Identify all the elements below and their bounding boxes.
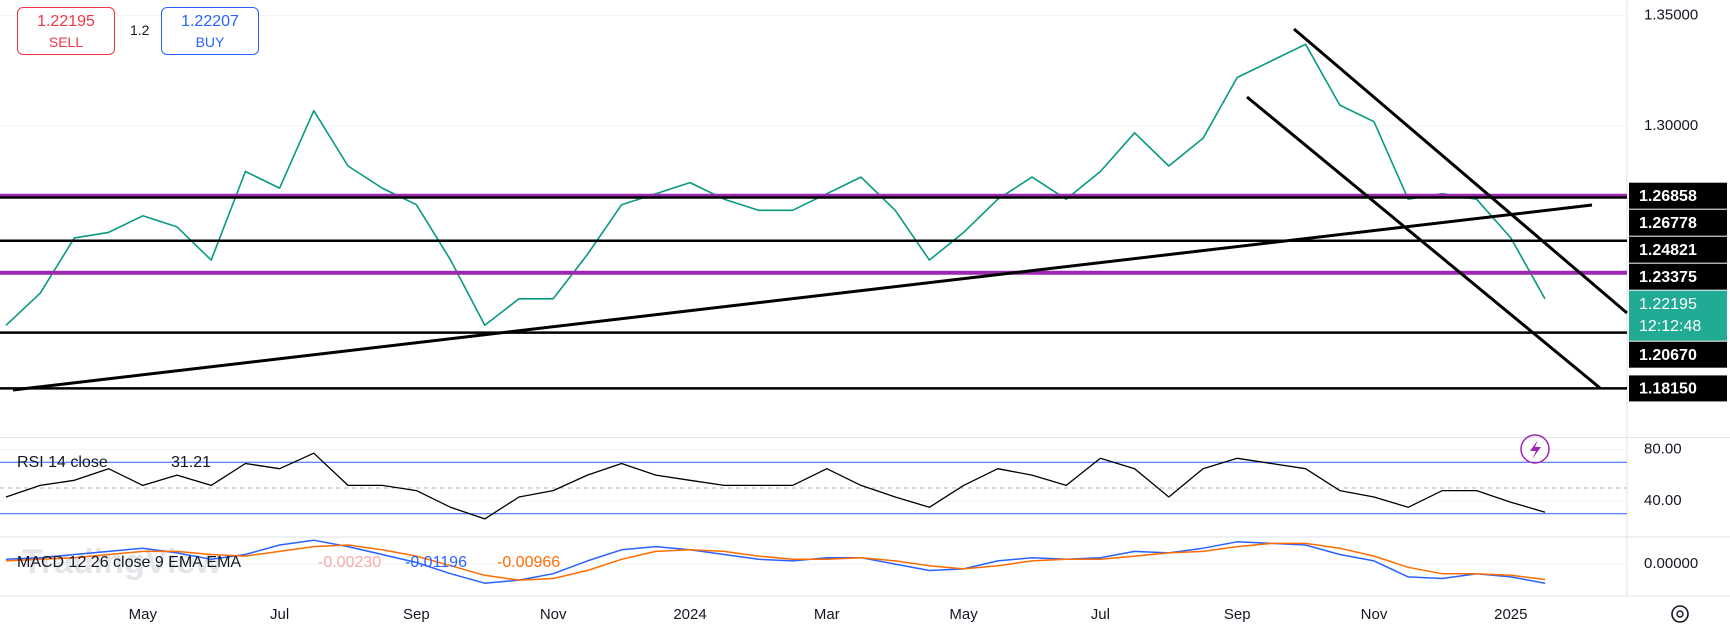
x-tick-label: May — [129, 606, 158, 623]
x-tick-label: Sep — [1224, 606, 1251, 623]
y-tick-label: 0.00000 — [1644, 555, 1698, 572]
y-tick-label: 40.00 — [1644, 492, 1682, 509]
x-tick-label: Jul — [270, 606, 289, 623]
macd-hist-value: -0.00230 — [318, 554, 381, 571]
y-tick-label: 1.35000 — [1644, 6, 1698, 23]
level-label: 1.26858 — [1639, 188, 1697, 205]
spread: 1.2 — [130, 22, 150, 38]
rsi-legend-title: RSI 14 close — [17, 454, 108, 471]
sell-label: SELL — [48, 34, 84, 50]
macd-line — [5, 542, 1546, 581]
y-tick-label: 1.30000 — [1644, 117, 1698, 134]
watermark: TradingView — [22, 543, 222, 581]
alert-icon-bolt — [1530, 440, 1541, 459]
x-tick-label: 2024 — [673, 606, 706, 623]
sell-price: 1.22195 — [37, 13, 95, 30]
level-label: 1.20670 — [1639, 347, 1697, 364]
countdown: 12:12:48 — [1639, 318, 1701, 335]
macd-legend-title: MACD 12 26 close 9 EMA EMA — [17, 554, 241, 571]
y-tick-label: 80.00 — [1644, 440, 1682, 457]
level-label: 1.18150 — [1639, 381, 1697, 398]
x-tick-label: Mar — [814, 606, 840, 623]
level-label-box — [1629, 375, 1727, 402]
x-tick-label: Nov — [540, 606, 567, 623]
buy-button[interactable]: 1.22207 BUY — [161, 7, 259, 55]
level-label-box — [1629, 209, 1727, 236]
x-tick-label: Sep — [403, 606, 430, 623]
level-label-box — [1629, 263, 1727, 290]
level-label-box — [1629, 182, 1727, 209]
settings-icon — [1671, 605, 1689, 623]
last-price-box — [1629, 290, 1727, 341]
macd-value: -0.01196 — [405, 554, 467, 571]
level-label-box — [1629, 236, 1727, 263]
price-line — [5, 43, 1546, 327]
buy-label: BUY — [195, 34, 225, 50]
level-label: 1.23375 — [1639, 269, 1697, 286]
rsi-legend-value: 31.21 — [171, 454, 211, 471]
level-label-box — [1629, 341, 1727, 368]
trendline — [1246, 95, 1601, 390]
macd-signal-value: -0.00966 — [497, 554, 560, 571]
x-tick-label: Jul — [1091, 606, 1110, 623]
last-price-label: 1.22195 — [1639, 296, 1697, 313]
trendline — [1293, 27, 1628, 315]
level-label: 1.24821 — [1639, 242, 1697, 259]
x-tick-label: 2025 — [1494, 606, 1527, 623]
buy-price: 1.22207 — [181, 13, 239, 30]
trendline — [12, 203, 1593, 392]
sell-button[interactable]: 1.22195 SELL — [17, 7, 115, 55]
alert-icon — [1520, 434, 1550, 464]
rsi-line — [5, 452, 1546, 520]
macd-line — [5, 539, 1546, 584]
settings-icon-center — [1676, 610, 1684, 618]
level-label: 1.26778 — [1639, 215, 1697, 232]
x-tick-label: Nov — [1361, 606, 1388, 623]
x-tick-label: May — [949, 606, 978, 623]
